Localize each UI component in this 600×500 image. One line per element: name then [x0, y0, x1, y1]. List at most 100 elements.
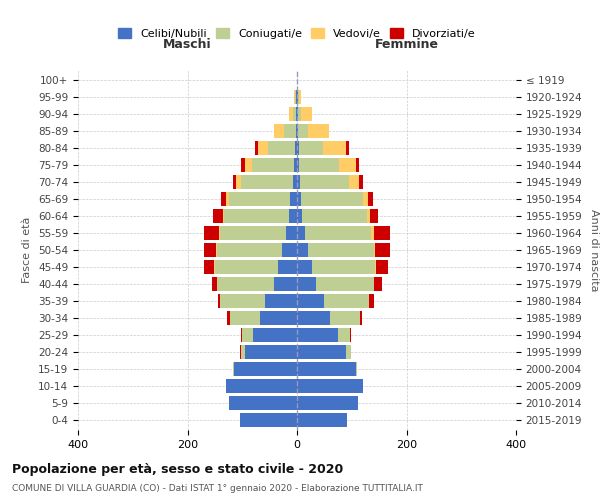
Y-axis label: Anni di nascita: Anni di nascita [589, 209, 599, 291]
Bar [204, 226, 219, 240]
Bar [268, 141, 295, 155]
Bar [284, 124, 296, 138]
Bar [290, 192, 297, 206]
Bar [278, 260, 297, 274]
Text: Femmine: Femmine [374, 38, 439, 52]
Bar [298, 124, 308, 138]
Bar [297, 158, 299, 172]
Bar [212, 209, 223, 223]
Bar [217, 243, 281, 257]
Bar [297, 413, 347, 427]
Bar [301, 192, 362, 206]
Bar [294, 90, 295, 104]
Bar [301, 107, 312, 121]
Bar [293, 107, 296, 121]
Bar [241, 345, 245, 359]
Bar [295, 90, 296, 104]
Bar [227, 311, 230, 325]
Text: Popolazione per età, sesso e stato civile - 2020: Popolazione per età, sesso e stato civil… [12, 462, 343, 475]
Bar [226, 379, 297, 393]
Bar [313, 260, 375, 274]
Bar [230, 311, 260, 325]
Bar [299, 90, 301, 104]
Bar [220, 226, 286, 240]
Bar [297, 294, 325, 308]
Bar [297, 226, 305, 240]
Bar [375, 260, 376, 274]
Bar [325, 294, 369, 308]
Bar [295, 141, 297, 155]
Bar [223, 209, 224, 223]
Bar [368, 192, 373, 206]
Bar [376, 260, 388, 274]
Bar [297, 260, 313, 274]
Bar [224, 209, 289, 223]
Text: Maschi: Maschi [163, 38, 212, 52]
Bar [297, 396, 358, 410]
Bar [297, 379, 362, 393]
Bar [359, 175, 363, 189]
Bar [349, 175, 359, 189]
Text: COMUNE DI VILLA GUARDIA (CO) - Dati ISTAT 1° gennaio 2020 - Elaborazione TUTTITA: COMUNE DI VILLA GUARDIA (CO) - Dati ISTA… [12, 484, 423, 493]
Bar [346, 141, 349, 155]
Bar [308, 124, 329, 138]
Bar [204, 243, 216, 257]
Bar [371, 226, 374, 240]
Bar [274, 277, 297, 291]
Bar [374, 243, 375, 257]
Bar [281, 243, 297, 257]
Bar [242, 328, 253, 342]
Bar [258, 141, 268, 155]
Bar [356, 362, 357, 376]
Bar [297, 209, 302, 223]
Bar [297, 345, 346, 359]
Bar [360, 311, 362, 325]
Bar [233, 362, 234, 376]
Bar [297, 192, 301, 206]
Bar [297, 175, 300, 189]
Bar [338, 158, 356, 172]
Bar [323, 141, 346, 155]
Bar [293, 175, 297, 189]
Bar [204, 260, 214, 274]
Bar [256, 141, 258, 155]
Bar [221, 192, 226, 206]
Bar [241, 158, 245, 172]
Bar [375, 243, 390, 257]
Bar [305, 226, 371, 240]
Bar [302, 209, 367, 223]
Bar [299, 158, 338, 172]
Bar [294, 158, 297, 172]
Bar [297, 362, 356, 376]
Bar [245, 158, 251, 172]
Bar [297, 328, 338, 342]
Bar [286, 226, 297, 240]
Bar [218, 294, 220, 308]
Bar [369, 294, 374, 308]
Bar [212, 277, 217, 291]
Bar [308, 243, 374, 257]
Bar [251, 158, 294, 172]
Bar [298, 90, 299, 104]
Bar [229, 396, 297, 410]
Bar [226, 192, 229, 206]
Bar [217, 277, 274, 291]
Bar [233, 175, 236, 189]
Bar [236, 175, 241, 189]
Bar [241, 175, 293, 189]
Bar [346, 345, 350, 359]
Bar [297, 141, 299, 155]
Bar [289, 209, 297, 223]
Bar [245, 345, 297, 359]
Bar [367, 209, 370, 223]
Bar [219, 226, 220, 240]
Bar [356, 158, 359, 172]
Bar [299, 141, 323, 155]
Bar [330, 311, 360, 325]
Bar [298, 107, 301, 121]
Bar [296, 124, 297, 138]
Bar [370, 209, 378, 223]
Legend: Celibi/Nubili, Coniugati/e, Vedovi/e, Divorziati/e: Celibi/Nubili, Coniugati/e, Vedovi/e, Di… [115, 25, 479, 42]
Bar [350, 328, 351, 342]
Bar [216, 243, 217, 257]
